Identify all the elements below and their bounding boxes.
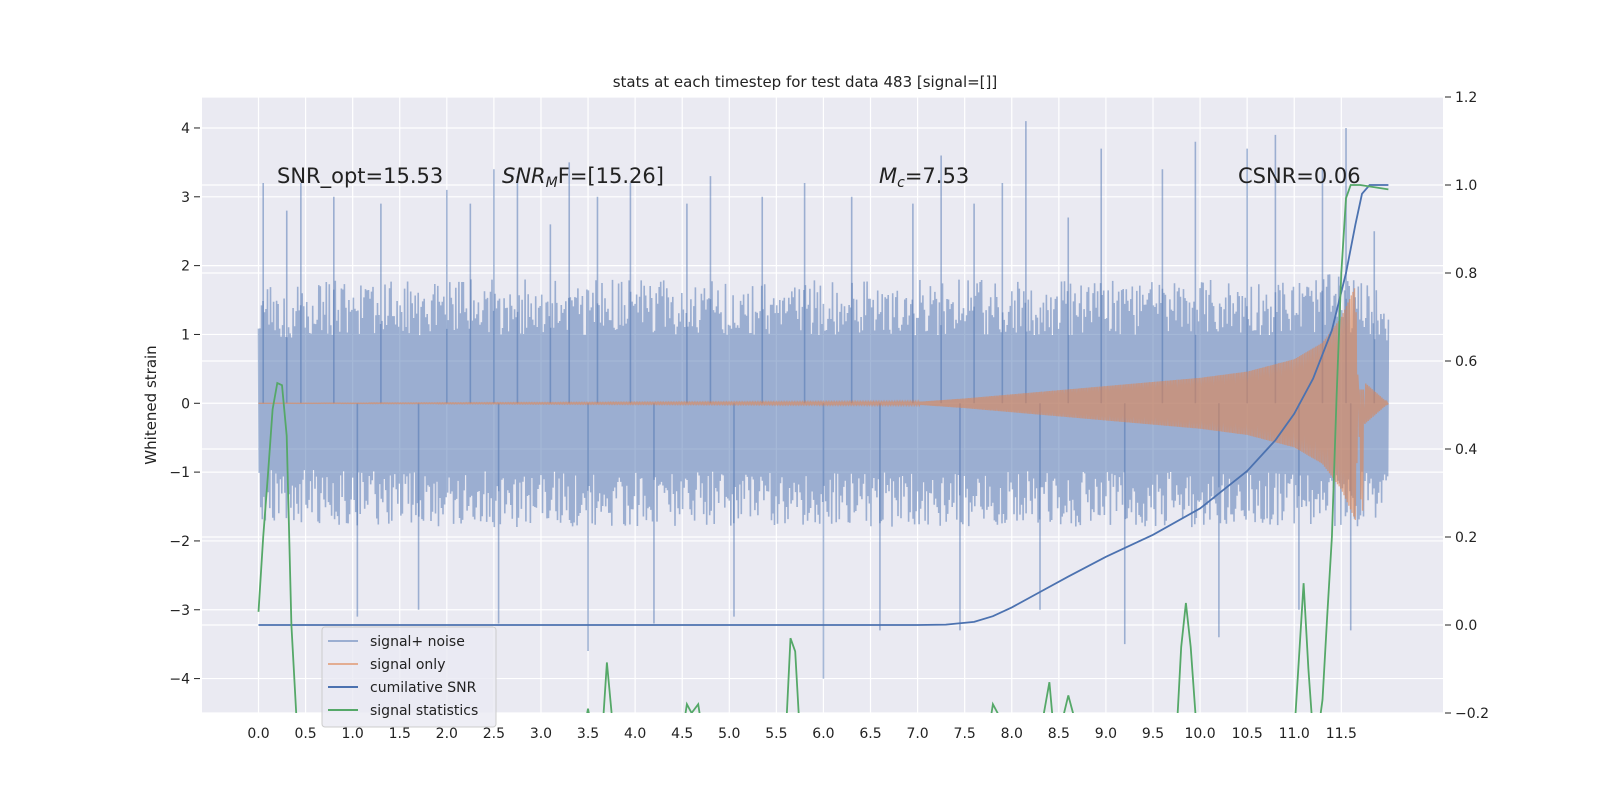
x-tick-label: 3.5	[577, 726, 599, 742]
x-tick-label: 4.5	[671, 726, 693, 742]
legend-signal-statistics-label: signal statistics	[370, 703, 478, 719]
axes: 0.0 0.5 1.0 1.5 2.0 2.5 3.0 3.5 4.0 4.5 5.0 5.5 6.0 6…	[169, 90, 1489, 742]
y-tick-label: 3	[181, 190, 190, 206]
snr-mf-main: SNR	[502, 164, 546, 188]
mc-sub: c	[897, 175, 905, 191]
x-tick-label: 6.5	[859, 726, 881, 742]
x-tick-label: 11.5	[1326, 726, 1357, 742]
x-tick-label: 0.0	[247, 726, 269, 742]
x-tick-label: 8.5	[1048, 726, 1070, 742]
y-tick-label: 2	[181, 259, 190, 275]
y-tick-label: 0	[181, 396, 190, 412]
x-tick-label: 8.0	[1001, 726, 1023, 742]
y2-tick-label: 0.2	[1455, 530, 1477, 546]
x-tick-label: 2.5	[483, 726, 505, 742]
series-signal-only	[258, 288, 1389, 521]
legend-box	[321, 626, 497, 728]
chart-title: stats at each timestep for test data 483…	[613, 73, 998, 91]
y-tick-label: −2	[169, 534, 190, 550]
series-cumulative-snr	[258, 184, 1389, 626]
x-tick-label: 5.5	[765, 726, 787, 742]
y2-tick-label: −0.2	[1455, 706, 1489, 722]
x-tick-label: 9.5	[1142, 726, 1164, 742]
x-tick-label: 5.0	[718, 726, 740, 742]
y-axis-label: Whitened strain	[142, 345, 160, 464]
x-tick-label: 7.0	[906, 726, 928, 742]
x-tick-label: 1.0	[342, 726, 364, 742]
y-tick-label: 1	[181, 327, 190, 343]
x-tick-label: 6.0	[812, 726, 834, 742]
y-tick-label: −4	[169, 672, 190, 688]
x-tick-label: 11.0	[1279, 726, 1310, 742]
mc-main: M	[879, 164, 897, 188]
y2-tick-label: 0.8	[1455, 266, 1477, 282]
snr-mf-rest: F=[15.26]	[558, 164, 664, 188]
legend: signal+ noise signal only cumilative SNR si…	[321, 626, 497, 728]
x-tick-label: 4.0	[624, 726, 646, 742]
x-tick-label: 7.5	[954, 726, 976, 742]
y2-tick-label: 0.6	[1455, 354, 1477, 370]
snr-mf-annotation: SNRMF=[15.26]	[502, 164, 664, 191]
x-tick-label: 10.5	[1232, 726, 1263, 742]
y-tick-label: −3	[169, 603, 190, 619]
mc-annotation: Mc=7.53	[879, 164, 969, 191]
legend-signal-noise-label: signal+ noise	[370, 634, 465, 650]
x-tick-label: 10.0	[1184, 726, 1215, 742]
series-layer	[257, 121, 1390, 713]
x-tick-label: 0.5	[294, 726, 316, 742]
y-tick-label: 4	[181, 121, 190, 137]
y2-tick-label: 0.0	[1455, 618, 1477, 634]
y-tick-label: −1	[169, 465, 190, 481]
annotations: SNR_opt=15.53 SNRMF=[15.26] Mc=7.53 CSNR…	[277, 164, 1361, 191]
y2-tick-label: 1.0	[1455, 178, 1477, 194]
csnr-annotation: CSNR=0.06	[1238, 164, 1361, 188]
x-tick-label: 3.0	[530, 726, 552, 742]
x-tick-label: 1.5	[389, 726, 411, 742]
snr-mf-sub: M	[546, 175, 558, 191]
mc-rest: =7.53	[905, 164, 969, 188]
legend-cumulative-snr-label: cumilative SNR	[370, 680, 477, 696]
x-tick-label: 2.0	[436, 726, 458, 742]
x-tick-label: 9.0	[1095, 726, 1117, 742]
y2-tick-label: 0.4	[1455, 442, 1477, 458]
y2-tick-label: 1.2	[1455, 90, 1477, 106]
legend-signal-only-label: signal only	[370, 657, 445, 673]
snr-opt-annotation: SNR_opt=15.53	[277, 164, 443, 189]
